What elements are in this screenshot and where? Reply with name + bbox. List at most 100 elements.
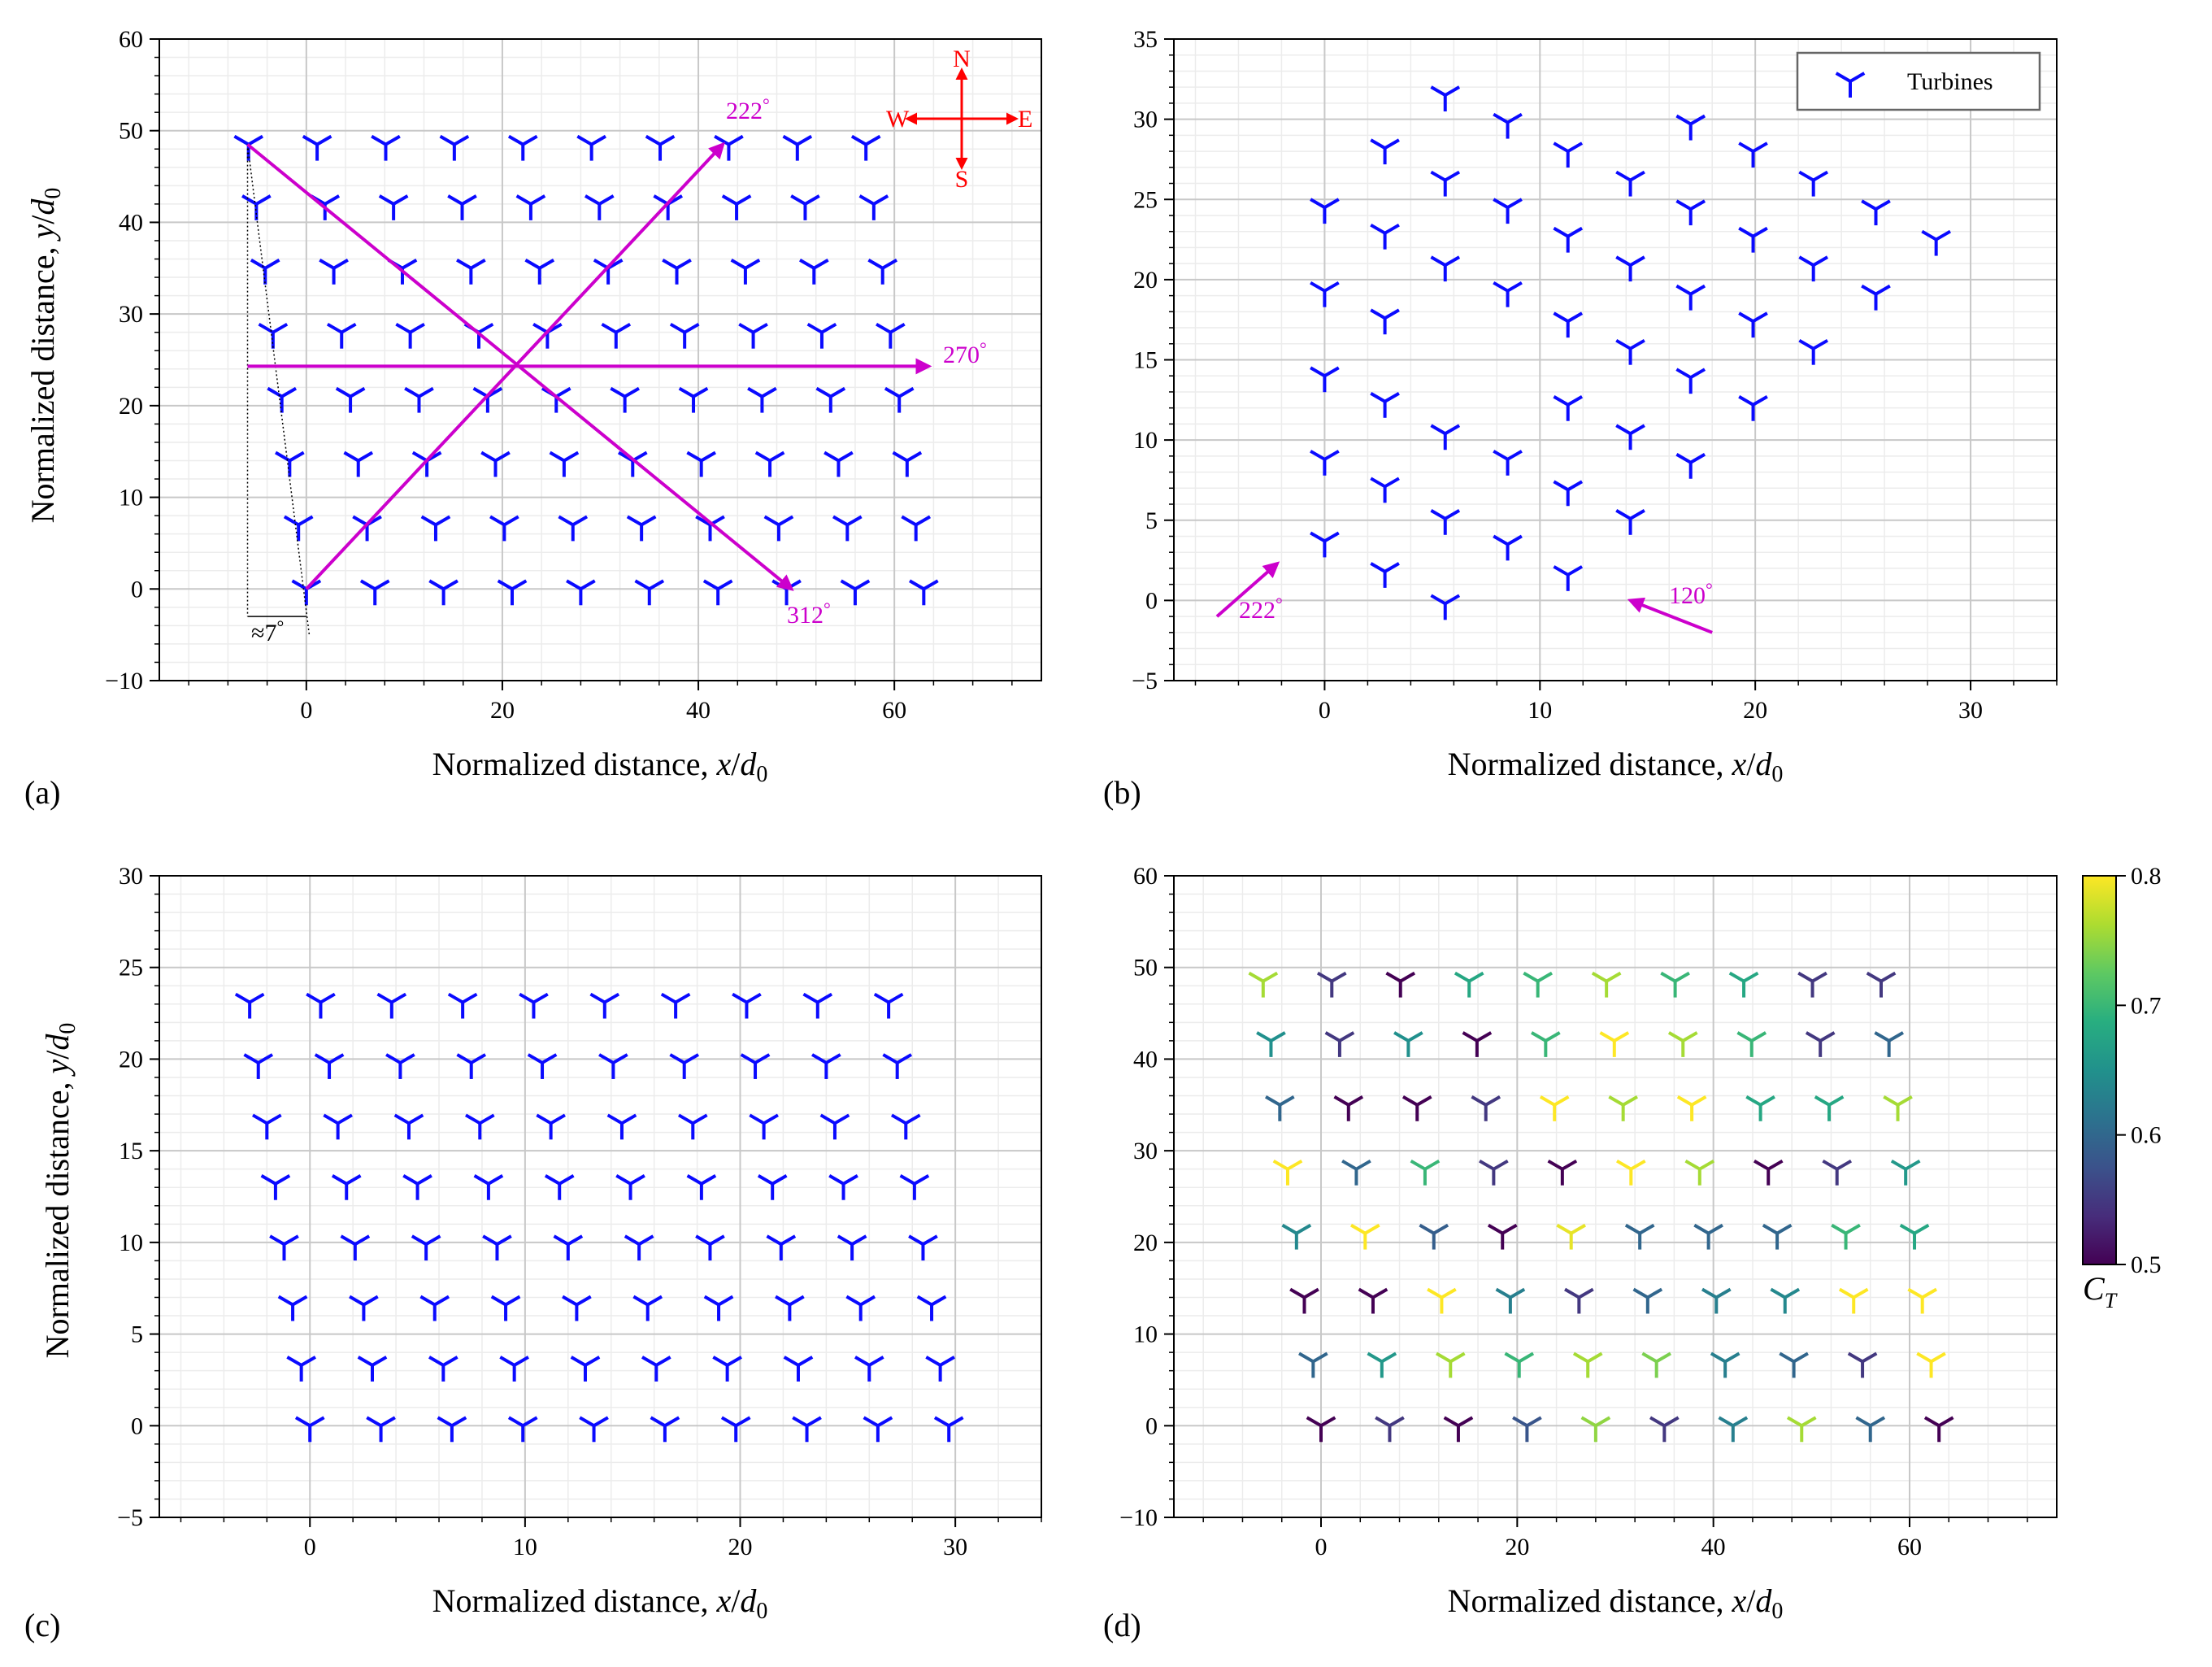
turbine-marker [1370, 138, 1400, 165]
turbine-arm [1310, 281, 1326, 293]
turbine-arm [1811, 971, 1827, 983]
turbine-marker [1738, 394, 1768, 421]
turbine-arm [1752, 226, 1768, 238]
turbine-arm [824, 450, 840, 463]
y-tick-label: 35 [1133, 26, 1158, 53]
turbine-arm [868, 1356, 884, 1367]
y-tick-label: 30 [119, 301, 143, 328]
turbine-marker [349, 1295, 379, 1321]
turbine-marker [428, 579, 458, 606]
y-tick-label: 5 [1145, 507, 1158, 534]
y-tick-label: 60 [119, 26, 143, 53]
turbine-arm [1553, 311, 1569, 323]
turbine-arm [933, 1416, 950, 1428]
turbine-marker [766, 1234, 797, 1261]
turbine-arm [345, 1173, 362, 1186]
turbine-marker [1393, 1031, 1423, 1057]
turbine-marker [1370, 223, 1400, 250]
turbine-marker [1615, 509, 1645, 535]
turbine-arm [337, 1113, 353, 1125]
panel-c-label: (c) [24, 1607, 60, 1643]
turbine-arm [1836, 1159, 1853, 1171]
turbine-marker [515, 194, 546, 220]
y-tick-label: 20 [1133, 267, 1158, 294]
turbine-arm [571, 515, 589, 527]
turbine-marker [1493, 112, 1523, 139]
turbine-arm [479, 1113, 495, 1125]
turbine-marker [1921, 229, 1951, 256]
turbine-arm [749, 1113, 765, 1125]
turbine-marker [1310, 198, 1340, 224]
turbine-arm [272, 322, 289, 334]
turbine-arm [1835, 72, 1852, 83]
y-tick-label: 0 [131, 576, 143, 603]
turbine-arm [1667, 1031, 1684, 1042]
turbine-arm [1509, 1287, 1526, 1299]
turbine-marker [234, 992, 265, 1019]
y-tick-label: 60 [1133, 863, 1158, 890]
turbine-arm [1890, 1159, 1907, 1171]
turbine-arm [1689, 199, 1706, 211]
turbine-arm [349, 1295, 365, 1307]
turbine-arm [570, 1356, 586, 1367]
turbine-arm [703, 1295, 720, 1307]
turbine-arm [669, 322, 686, 334]
turbine-arm [777, 515, 794, 527]
legend-box [1796, 51, 2041, 111]
turbine-arm [1701, 1287, 1718, 1299]
turbine-arm [1324, 1031, 1341, 1042]
turbine-arm [1567, 565, 1584, 577]
turbine-arm [1759, 1095, 1775, 1107]
turbine-arm [1689, 114, 1706, 126]
turbine-marker [269, 1234, 299, 1261]
y-tick-label: 50 [119, 118, 143, 145]
turbine-arm [1487, 1223, 1504, 1235]
y-tick-label: 10 [1133, 427, 1158, 454]
turbine-arm [292, 1295, 308, 1307]
turbine-marker [570, 1356, 601, 1382]
turbine-marker [1553, 226, 1584, 253]
turbine-marker [1890, 1159, 1921, 1186]
turbine-marker [720, 1416, 751, 1443]
turbine-marker [1718, 1416, 1749, 1443]
turbine-marker [472, 386, 503, 413]
turbine-marker [579, 1416, 609, 1443]
compass-w: W [886, 106, 910, 133]
turbine-marker [1632, 1287, 1663, 1314]
turbine-arm [428, 1356, 445, 1367]
turbine-arm [610, 386, 626, 398]
turbine-arm [590, 134, 606, 146]
turbine-arm [659, 134, 676, 146]
turbine-marker [925, 1356, 955, 1382]
panel-a-ylabel: Normalized distance, y/d0 [24, 188, 66, 524]
turbine-arm [816, 992, 833, 1004]
turbine-arm [1849, 72, 1866, 83]
turbine-arm [567, 1234, 584, 1246]
turbine-arm [1828, 1095, 1845, 1107]
turbine-marker [1675, 368, 1706, 394]
legend-turbine-marker [1835, 72, 1866, 98]
turbine-marker [1883, 1095, 1913, 1121]
turbine-arm [1812, 255, 1829, 267]
turbine-arm [846, 515, 863, 527]
turbine-arm [515, 194, 532, 206]
turbine-marker [593, 259, 624, 285]
x-tick-label: 60 [1897, 1534, 1922, 1560]
turbine-marker [1649, 1416, 1680, 1443]
turbine-marker [626, 515, 657, 542]
turbine-marker [1531, 1031, 1561, 1057]
turbine-arm [802, 992, 819, 1004]
turbine-marker [1370, 392, 1400, 418]
y-tick-label: 20 [119, 1046, 143, 1073]
turbine-arm [873, 992, 890, 1004]
turbine-arm [1776, 1223, 1793, 1235]
turbine-arm [865, 134, 881, 146]
turbine-arm [390, 992, 407, 1004]
turbine-marker [1753, 1159, 1784, 1186]
turbine-arm [780, 1234, 797, 1246]
turbine-marker [411, 1234, 441, 1261]
turbine-arm [905, 1113, 921, 1125]
turbine-marker [1693, 1223, 1723, 1250]
turbine-marker [1553, 311, 1584, 338]
turbine-arm [899, 1173, 915, 1186]
